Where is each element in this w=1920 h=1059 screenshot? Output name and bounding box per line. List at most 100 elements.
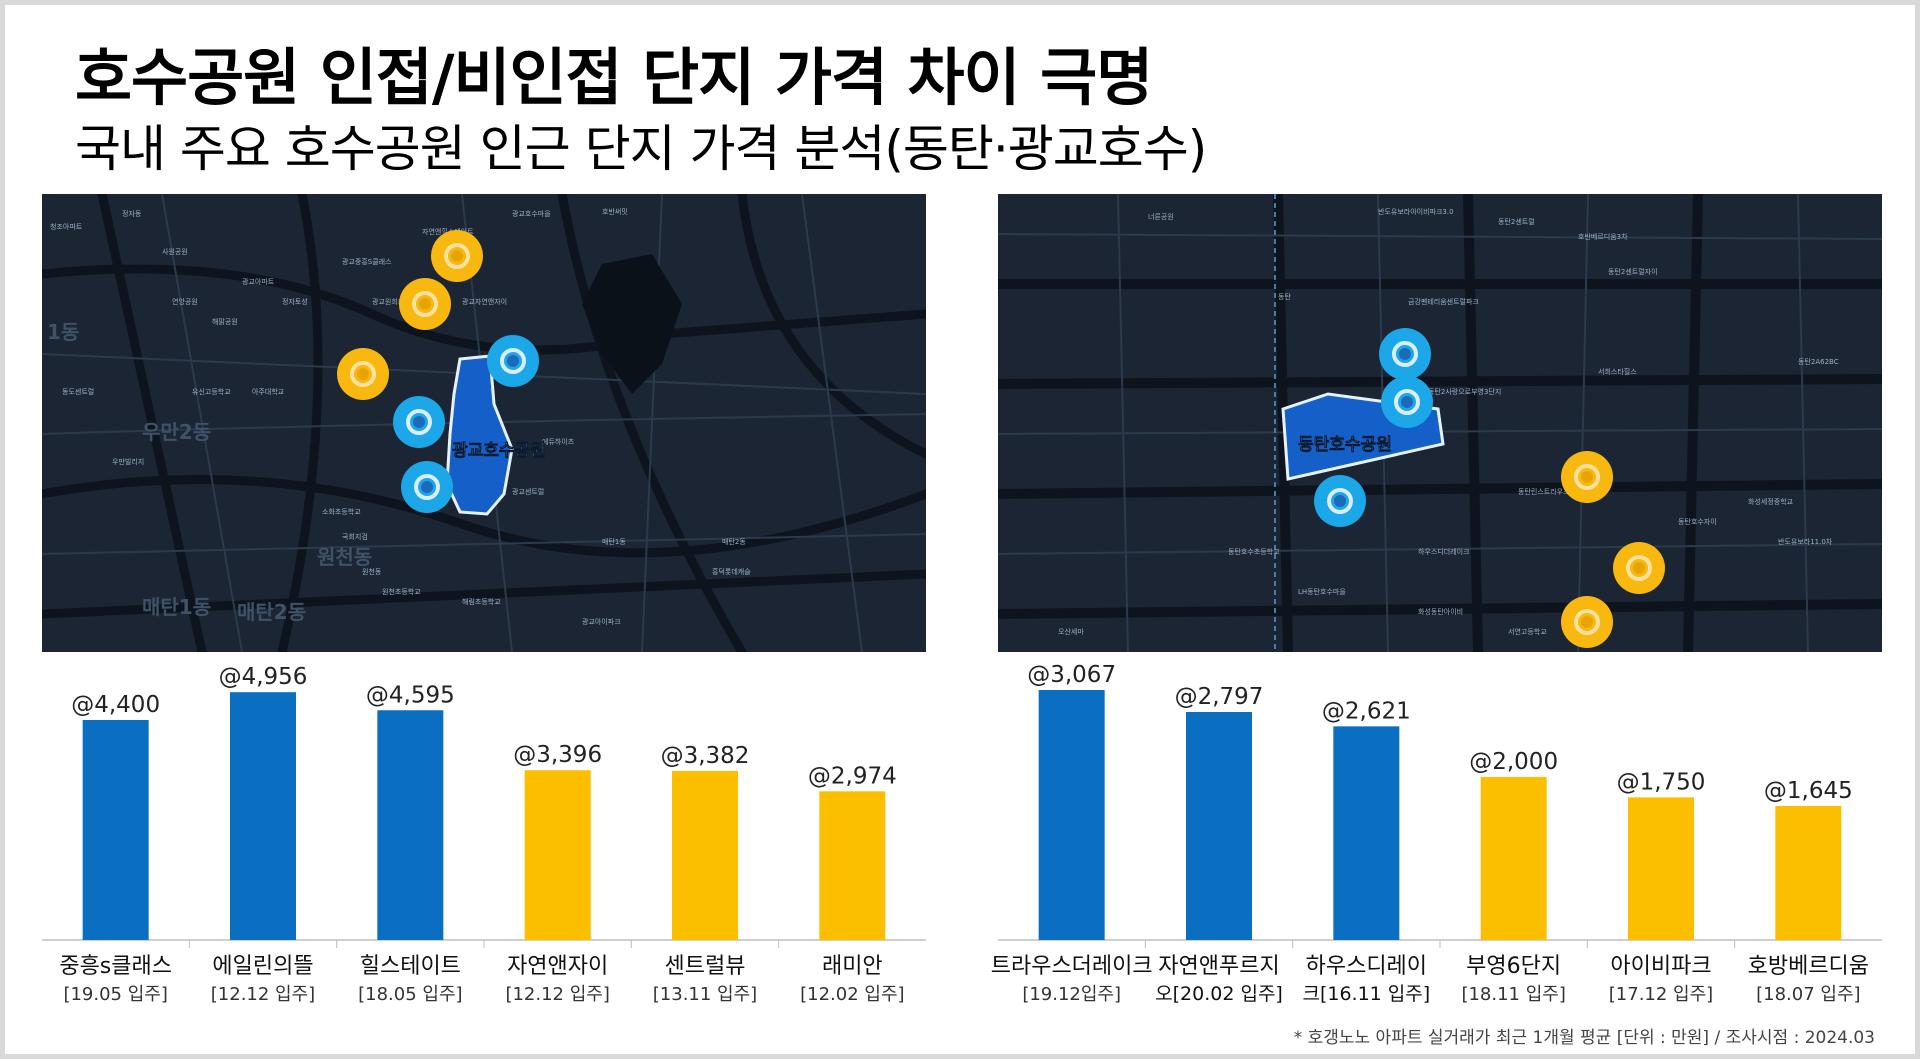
gwanggyo-map-place-label: 국회지검	[342, 532, 368, 541]
gwanggyo-map-place-label: 광교아파트	[242, 277, 275, 286]
gwanggyo-map-nonadjacent-pin[interactable]	[399, 278, 451, 330]
reservoir-shape	[582, 254, 682, 394]
dongtan-chart-category-label: 아이비파크	[1610, 954, 1711, 979]
gwanggyo-map-place-label: 자연앤힐스테이트	[422, 227, 474, 236]
gwanggyo-chart-bar	[230, 692, 296, 940]
gwanggyo-chart-sublabel: [12.12 입주]	[505, 984, 609, 1005]
dongtan-map-place-label: 동탄	[1278, 292, 1291, 301]
dongtan-map-place-label: 동탄2사랑으로부영3단지	[1428, 387, 1501, 396]
gwanggyo-map-place-label: 광교자연앤자이	[462, 297, 507, 306]
gwanggyo-chart-value-label: @2,974	[808, 763, 897, 789]
dongtan-chart-value-label: @2,797	[1175, 684, 1264, 710]
gwanggyo-chart-value-label: @4,400	[71, 692, 160, 718]
dongtan-chart-sublabel: [18.07 입주]	[1756, 984, 1860, 1005]
gwanggyo-map-adjacent-pin[interactable]	[487, 335, 539, 387]
gwanggyo-map-place-label: 원천동	[362, 567, 382, 576]
gwanggyo-map-place-label: 광교호수마을	[512, 209, 551, 218]
gwanggyo-chart-category-label: 에일린의뜰	[212, 954, 313, 979]
gwanggyo-chart-sublabel: [13.11 입주]	[653, 984, 757, 1005]
chart-dongtan-canvas: @3,067 트라우스더레이크 [19.12입주] @2,797 자연앤푸르지오[20.…	[991, 662, 1882, 1005]
dongtan-map-place-label: 금강펜테리움센트럴파크	[1408, 297, 1479, 306]
gwanggyo-chart-category-label: 래미안	[822, 954, 883, 979]
dongtan-map-place-label: 오산세마	[1058, 627, 1084, 636]
dongtan-chart-value-label: @1,750	[1617, 769, 1706, 795]
dongtan-chart-value-label: @3,067	[1027, 662, 1116, 688]
gwanggyo-map-place-label: 해림초등학교	[462, 597, 501, 606]
dongtan-chart-bar	[1628, 797, 1694, 940]
footnote: * 호갱노노 아파트 실거래가 최근 1개월 평균 [단위 : 만원] / 조사…	[1293, 1028, 1875, 1048]
gwanggyo-map-place-label: 아주대학교	[252, 387, 285, 396]
dongtan-map-place-label: 서희스타힐스	[1598, 367, 1637, 376]
dongtan-map-place-label: LH동탄호수마을	[1298, 587, 1346, 596]
dongtan-map-place-label: 동탄호수자이	[1678, 517, 1717, 526]
gwanggyo-chart-category-label: 힐스테이트	[360, 954, 461, 979]
gwanggyo-map-adjacent-pin[interactable]	[401, 461, 453, 513]
page-subtitle: 국내 주요 호수공원 인근 단지 가격 분석(동탄·광교호수)	[75, 120, 1207, 178]
gwanggyo-chart-category-label: 자연앤자이	[507, 954, 608, 979]
gwanggyo-chart-bar	[377, 710, 444, 940]
dongtan-chart-sublabel: [17.12 입주]	[1609, 984, 1713, 1005]
gwanggyo-map-place-label: 해맑공원	[212, 317, 238, 326]
gwanggyo-map-place-label: 흥덕롯데캐슬	[712, 567, 751, 576]
dongtan-chart-category-label: 트라우스더레이크	[991, 954, 1153, 979]
gwanggyo-chart-value-label: @4,595	[366, 682, 455, 708]
dongtan-chart-value-label: @2,000	[1469, 749, 1558, 775]
dongtan-chart-bar	[1333, 726, 1400, 940]
dongtan-map-place-label: 너른공원	[1148, 212, 1174, 221]
dongtan-map-place-label: 호반베르디움3차	[1578, 232, 1628, 241]
dongtan-chart-value-label: @1,645	[1764, 778, 1853, 804]
gwanggyo-map-place-label: 청조아파트	[50, 222, 83, 231]
dongtan-map-adjacent-pin[interactable]	[1314, 475, 1366, 527]
dongtan-chart-category-label: 하우스디레이	[1306, 954, 1427, 979]
gwanggyo-chart-sublabel: [18.05 입주]	[358, 984, 462, 1005]
dongtan-chart-category-label: 자연앤푸르지	[1158, 954, 1279, 979]
gwanggyo-map-nonadjacent-pin[interactable]	[431, 230, 483, 282]
dongtan-map-adjacent-pin[interactable]	[1381, 376, 1433, 428]
dongtan-map-place-label: 동탄린스트라우스	[1518, 487, 1570, 496]
gwanggyo-chart-bar	[819, 791, 886, 940]
gwanggyo-map-place-label: 에듀하이츠	[542, 437, 575, 446]
gwanggyo-map-place-label: 동도센트럴	[62, 387, 94, 396]
gwanggyo-map-place-label: 연앙공원	[172, 297, 198, 306]
dongtan-chart-category-label: 오[20.02 입주]	[1155, 983, 1283, 1005]
gwanggyo-map-place-label: 소화초등학교	[322, 507, 361, 516]
gwanggyo-map-place-label: 매탄1동	[602, 537, 626, 546]
dongtan-chart-category-label: 부영6단지	[1466, 954, 1561, 979]
chart-dongtan: @3,067 트라우스더레이크 [19.12입주] @2,797 자연앤푸르지 오[20.…	[991, 660, 1882, 1020]
map-dongtan[interactable]: 너른공원 반도유보라아이비파크3.0 동탄2센트럴 호반베르디움3차 동탄 금강펜테리움센…	[998, 194, 1882, 652]
dongtan-map-nonadjacent-pin[interactable]	[1613, 542, 1665, 594]
dongtan-map-place-label: 서연고등학교	[1508, 627, 1547, 636]
gwanggyo-map-place-label: 원천초등학교	[382, 587, 421, 596]
chart-gwanggyo: @4,400 중흥s클래스 [19.05 입주] @4,956 에일린의뜰 [12.12 …	[42, 660, 926, 1020]
dongtan-chart-category-label: 호방베르디움	[1748, 954, 1869, 979]
gwanggyo-map-place-label: 광교원희캐슬	[372, 297, 411, 306]
dongtan-map-place-label: 동탄2센트럴자이	[1608, 267, 1658, 276]
dongtan-map-place-label: 동탄2A62BC	[1798, 357, 1839, 366]
dongtan-map-adjacent-pin[interactable]	[1379, 328, 1431, 380]
dongtan-park-label: 동탄호수공원	[1298, 435, 1392, 455]
gwanggyo-chart-bar	[82, 720, 149, 940]
dongtan-map-nonadjacent-pin[interactable]	[1561, 596, 1613, 648]
dongtan-chart-bar	[1775, 805, 1842, 940]
gwanggyo-chart-value-label: @3,396	[513, 742, 602, 768]
gwanggyo-map-place-label: 정자동	[122, 209, 142, 218]
dongtan-chart-sublabel: [18.11 입주]	[1461, 984, 1565, 1005]
gwanggyo-map-place-label: 매탄2동	[722, 537, 746, 546]
gwanggyo-map-place-label: 광교아이파크	[582, 617, 621, 626]
gwanggyo-chart-bar	[672, 770, 738, 940]
page-title: 호수공원 인접/비인접 단지 가격 차이 극명	[75, 41, 1153, 114]
dongtan-chart-category-label: 크[16.11 입주]	[1302, 983, 1430, 1005]
gwanggyo-chart-category-label: 중흥s클래스	[59, 954, 172, 979]
dongtan-map-place-label: 동탄2센트럴	[1498, 217, 1535, 226]
map-gwanggyo[interactable]: 청조아파트 정자동 사원공원 연앙공원 해맑공원 광교아파트 정자토성 광교중흥S클래스 광교원…	[42, 194, 926, 652]
gwanggyo-map-adjacent-pin[interactable]	[393, 396, 445, 448]
gwanggyo-chart-value-label: @4,956	[219, 664, 308, 690]
dongtan-map-nonadjacent-pin[interactable]	[1561, 451, 1613, 503]
dongtan-chart-bar	[1186, 712, 1252, 940]
gwanggyo-map-place-label: 정자토성	[282, 297, 308, 306]
slide: 호수공원 인접/비인접 단지 가격 차이 극명 국내 주요 호수공원 인근 단지…	[5, 5, 1915, 1054]
map-dongtan-canvas: 너른공원 반도유보라아이비파크3.0 동탄2센트럴호반베르디움3차동탄금강펜테리움센…	[998, 194, 1882, 652]
gwanggyo-map-place-label: 호반써밋	[602, 207, 628, 216]
gwanggyo-map-nonadjacent-pin[interactable]	[337, 348, 389, 400]
